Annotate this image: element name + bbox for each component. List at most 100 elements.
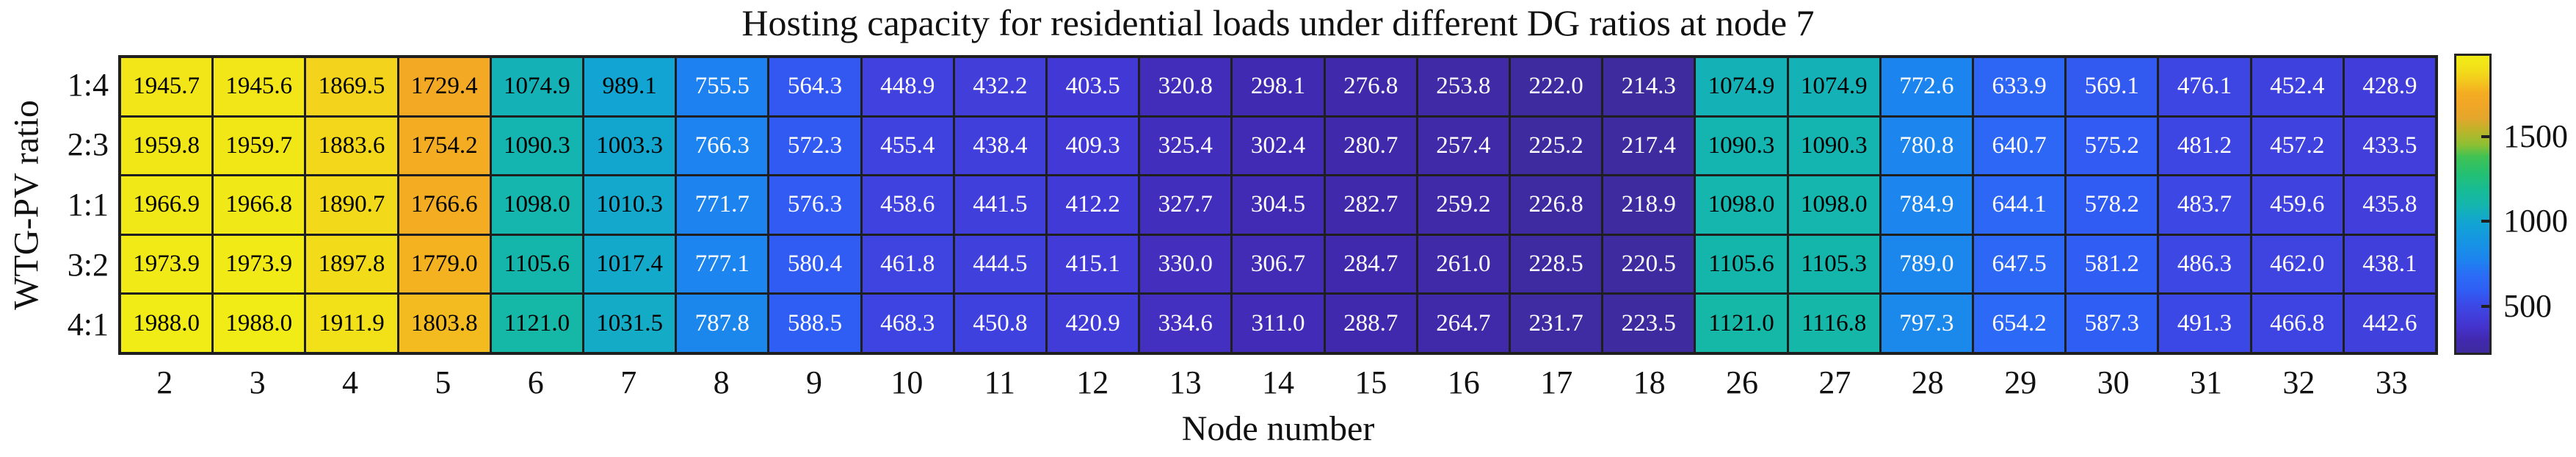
heatmap-cell: 432.2 [954, 58, 1045, 115]
heatmap-cell: 461.8 [862, 235, 953, 293]
heatmap-cell: 633.9 [1973, 58, 2065, 115]
heatmap-cell: 298.1 [1233, 58, 1324, 115]
heatmap-cell: 253.8 [1418, 58, 1509, 115]
heatmap-cell: 280.7 [1325, 117, 1416, 175]
heatmap-cell: 588.5 [769, 295, 860, 352]
heatmap-cell: 1121.0 [491, 295, 582, 352]
heatmap-cell: 1973.9 [214, 235, 305, 293]
heatmap-cell: 1897.8 [306, 235, 397, 293]
heatmap-cell: 1766.6 [399, 176, 490, 234]
x-tick-label: 32 [2282, 364, 2315, 400]
heatmap-cell: 640.7 [1973, 117, 2065, 175]
heatmap-cell: 462.0 [2252, 235, 2343, 293]
heatmap-cell: 1911.9 [306, 295, 397, 352]
heatmap-cell: 797.3 [1881, 295, 1972, 352]
heatmap-cell: 452.4 [2252, 58, 2343, 115]
heatmap-cell: 457.2 [2252, 117, 2343, 175]
heatmap-cell: 264.7 [1418, 295, 1509, 352]
heatmap-cell: 220.5 [1603, 235, 1694, 293]
heatmap-cell: 444.5 [954, 235, 1045, 293]
heatmap-cell: 276.8 [1325, 58, 1416, 115]
colorbar-tick-mark [2481, 304, 2492, 308]
heatmap-cell: 780.8 [1881, 117, 1972, 175]
heatmap-cell: 1090.3 [491, 117, 582, 175]
heatmap-cell: 578.2 [2067, 176, 2158, 234]
heatmap-cell: 441.5 [954, 176, 1045, 234]
heatmap-cell: 483.7 [2159, 176, 2250, 234]
heatmap-cell: 442.6 [2344, 295, 2435, 352]
heatmap-cell: 334.6 [1140, 295, 1231, 352]
heatmap-cell: 302.4 [1233, 117, 1324, 175]
heatmap-cell: 466.8 [2252, 295, 2343, 352]
heatmap-cell: 1890.7 [306, 176, 397, 234]
x-tick-label: 11 [984, 364, 1015, 400]
heatmap-cell: 1105.6 [1696, 235, 1787, 293]
chart-title: Hosting capacity for residential loads u… [741, 2, 1815, 43]
x-tick-label: 15 [1354, 364, 1387, 400]
x-tick-label: 16 [1447, 364, 1480, 400]
x-tick-label: 7 [620, 364, 637, 400]
y-tick-label: 1:4 [67, 66, 109, 103]
heatmap-cell: 320.8 [1140, 58, 1231, 115]
x-tick-label: 27 [1818, 364, 1851, 400]
heatmap-cell: 576.3 [769, 176, 860, 234]
heatmap-cell: 1090.3 [1696, 117, 1787, 175]
x-tick-label: 2 [156, 364, 173, 400]
heatmap-cell: 282.7 [1325, 176, 1416, 234]
x-tick-label: 33 [2375, 364, 2408, 400]
heatmap-cell: 284.7 [1325, 235, 1416, 293]
x-tick-label: 28 [1911, 364, 1944, 400]
heatmap-cell: 1105.6 [491, 235, 582, 293]
heatmap-cell: 448.9 [862, 58, 953, 115]
heatmap-cell: 587.3 [2067, 295, 2158, 352]
heatmap-cell: 1988.0 [214, 295, 305, 352]
heatmap-cell: 231.7 [1510, 295, 1602, 352]
y-tick-label: 1:1 [67, 187, 109, 223]
heatmap-cell: 1098.0 [1696, 176, 1787, 234]
heatmap-cell: 1090.3 [1788, 117, 1879, 175]
y-tick-label: 3:2 [67, 246, 109, 283]
heatmap-cell: 214.3 [1603, 58, 1694, 115]
heatmap-cell: 787.8 [677, 295, 768, 352]
heatmap-cell: 438.4 [954, 117, 1045, 175]
heatmap-cell: 304.5 [1233, 176, 1324, 234]
colorbar-tick-mark [2481, 220, 2492, 223]
x-tick-label: 12 [1076, 364, 1109, 400]
heatmap-cell: 989.1 [584, 58, 675, 115]
heatmap-cell: 784.9 [1881, 176, 1972, 234]
heatmap-cell: 259.2 [1418, 176, 1509, 234]
heatmap-cell: 481.2 [2159, 117, 2250, 175]
heatmap-cell: 433.5 [2344, 117, 2435, 175]
heatmap-cell: 1105.3 [1788, 235, 1879, 293]
heatmap-cell: 476.1 [2159, 58, 2250, 115]
heatmap-cell: 288.7 [1325, 295, 1416, 352]
heatmap-cell: 1010.3 [584, 176, 675, 234]
x-tick-label: 17 [1540, 364, 1573, 400]
heatmap-cell: 412.2 [1047, 176, 1139, 234]
x-tick-label: 29 [2004, 364, 2037, 400]
x-tick-label: 10 [890, 364, 924, 400]
heatmap-cell: 491.3 [2159, 295, 2250, 352]
x-tick-label: 6 [527, 364, 544, 400]
heatmap-cell: 1729.4 [399, 58, 490, 115]
colorbar-tick-label: 1000 [2503, 203, 2568, 240]
heatmap-cell: 1074.9 [1696, 58, 1787, 115]
heatmap-cell: 1074.9 [491, 58, 582, 115]
x-tick-label: 3 [249, 364, 266, 400]
heatmap-cell: 1031.5 [584, 295, 675, 352]
x-tick-label: 14 [1262, 364, 1294, 400]
heatmap-cell: 228.5 [1510, 235, 1602, 293]
heatmap-cell: 1074.9 [1788, 58, 1879, 115]
x-tick-label: 9 [806, 364, 822, 400]
heatmap-cell: 217.4 [1603, 117, 1694, 175]
heatmap-cell: 225.2 [1510, 117, 1602, 175]
heatmap-cell: 455.4 [862, 117, 953, 175]
x-tick-label: 8 [713, 364, 730, 400]
heatmap-cell: 572.3 [769, 117, 860, 175]
heatmap-cell: 327.7 [1140, 176, 1231, 234]
heatmap-cell: 766.3 [677, 117, 768, 175]
x-tick-label: 4 [342, 364, 358, 400]
heatmap-cell: 1803.8 [399, 295, 490, 352]
heatmap-cell: 1945.6 [214, 58, 305, 115]
heatmap-cell: 1121.0 [1696, 295, 1787, 352]
